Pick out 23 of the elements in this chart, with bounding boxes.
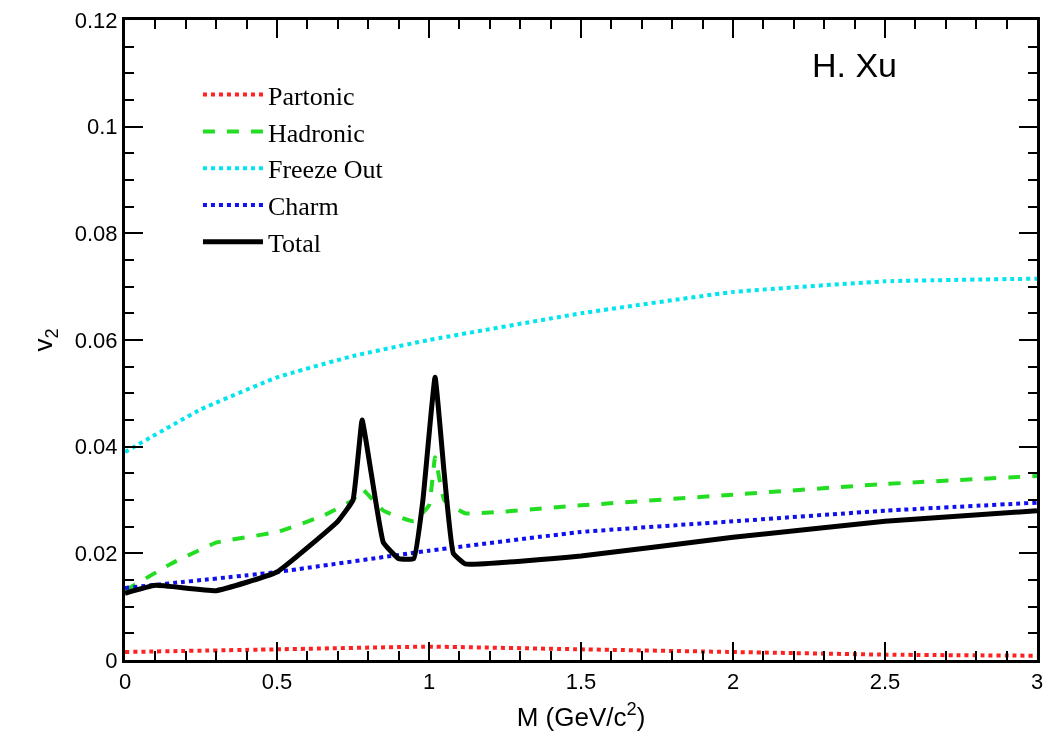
legend-label: Hadronic bbox=[267, 118, 365, 148]
y-tick-label: 0.02 bbox=[74, 541, 118, 567]
legend-label: Total bbox=[267, 228, 322, 258]
x-tick-label: 0.5 bbox=[261, 669, 293, 695]
y-tick-label: 0.04 bbox=[74, 434, 118, 460]
line-series bbox=[125, 500, 1037, 590]
x-tick-label: 1 bbox=[422, 669, 436, 695]
y-tick-label: 0.08 bbox=[74, 221, 118, 247]
legend-label: Charm bbox=[267, 192, 339, 222]
y-tick-label: 0.06 bbox=[74, 327, 118, 353]
line-series bbox=[125, 455, 1037, 593]
legend-label: Freeze Out bbox=[267, 155, 384, 185]
line-series bbox=[125, 276, 1037, 454]
x-tick-label: 3 bbox=[1030, 669, 1044, 695]
y-tick-label: 0 bbox=[105, 647, 118, 673]
x-tick-label: 2.5 bbox=[869, 669, 901, 695]
x-tick-label: 2 bbox=[726, 669, 740, 695]
y-tick-label: 0.1 bbox=[87, 114, 118, 140]
y-tick-label: 0.12 bbox=[74, 7, 118, 33]
legend-label: Partonic bbox=[267, 81, 355, 111]
x-tick-label: 1.5 bbox=[565, 669, 597, 695]
x-axis-title: M (GeV/c$^{2}$) bbox=[516, 699, 646, 733]
annotation: H. Xu bbox=[812, 46, 898, 84]
